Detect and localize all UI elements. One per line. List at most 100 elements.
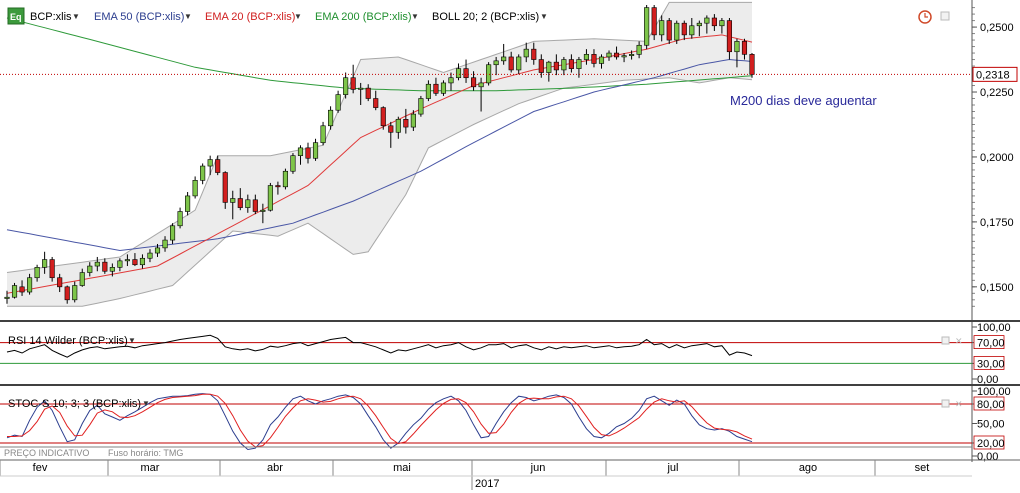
candle xyxy=(644,5,650,50)
legend-symbol[interactable]: BCP:xlis xyxy=(30,11,72,23)
candle xyxy=(109,263,115,277)
month-label: mai xyxy=(393,462,411,474)
month-label: set xyxy=(915,462,930,474)
stoch-maximize-icon[interactable] xyxy=(941,399,950,408)
candle xyxy=(501,43,507,65)
candle xyxy=(636,41,642,59)
last-price-label: 0,2318 xyxy=(976,69,1010,81)
candle xyxy=(343,72,349,99)
candle xyxy=(260,203,266,224)
price-tick-label: 0,2000 xyxy=(980,152,1014,164)
rsi-pane[interactable] xyxy=(0,334,972,364)
ema200-line xyxy=(6,17,753,92)
candle xyxy=(704,15,710,34)
candle xyxy=(222,171,228,209)
candle xyxy=(350,64,356,94)
osc-tick-label: 0,00 xyxy=(977,451,998,463)
price-tick-label: 0,1750 xyxy=(980,217,1014,229)
legend-ema50-dropdown-icon[interactable]: ▼ xyxy=(184,12,192,21)
legend-ema50[interactable]: EMA 50 (BCP:xlis) xyxy=(94,11,184,23)
candle xyxy=(613,46,620,60)
candle xyxy=(598,54,605,69)
chart-annotation: M200 dias deve aguentar xyxy=(730,93,877,108)
candle xyxy=(689,17,695,39)
candle xyxy=(591,49,597,68)
candle xyxy=(425,80,431,102)
candle xyxy=(312,138,319,161)
equity-badge-icon[interactable] xyxy=(7,7,25,25)
candle xyxy=(94,256,100,272)
candle xyxy=(659,15,665,42)
osc-tick-label: 100,00 xyxy=(977,322,1011,334)
legend-boll-dropdown-icon[interactable]: ▼ xyxy=(540,12,548,21)
stoch-d-line xyxy=(7,393,753,448)
bollinger-bands xyxy=(6,1,753,307)
stoch-close-icon[interactable]: ✕ xyxy=(955,399,963,409)
candle xyxy=(290,153,296,174)
month-label: jul xyxy=(666,462,678,474)
candle xyxy=(719,17,725,34)
candle xyxy=(621,53,627,63)
candle xyxy=(185,192,191,216)
rsi-label[interactable]: RSI 14 Wilder (BCP:xlis) xyxy=(8,335,128,347)
candle xyxy=(132,253,138,267)
candle xyxy=(380,106,386,130)
legend-ema20-dropdown-icon[interactable]: ▼ xyxy=(294,12,302,21)
price-axis-labels: 0,2500 0,2250 0,2000 0,1750 0,1500 xyxy=(972,22,1014,294)
bollinger-lower xyxy=(7,77,753,307)
candle xyxy=(531,42,537,65)
candle xyxy=(418,95,424,117)
candle xyxy=(388,121,394,148)
candle xyxy=(192,176,198,199)
candle xyxy=(651,5,657,41)
candle xyxy=(4,290,10,304)
candle xyxy=(11,282,18,299)
candle xyxy=(568,54,574,73)
candle xyxy=(440,80,447,96)
stochastic-pane[interactable] xyxy=(0,393,972,451)
osc-tick-label: 70,00 xyxy=(977,338,1005,350)
time-axis[interactable]: fev mar abr mai jun jul ago set xyxy=(0,460,929,490)
candle xyxy=(606,50,612,61)
osc-level-tag xyxy=(973,396,1005,411)
candle xyxy=(583,49,590,65)
rsi-close-icon[interactable]: ✕ xyxy=(955,336,963,346)
price-tick-label: 0,2500 xyxy=(980,22,1014,34)
candle xyxy=(448,72,454,91)
rsi-line xyxy=(6,334,753,358)
candle xyxy=(19,280,25,296)
candle xyxy=(177,207,183,229)
legend-symbol-dropdown-icon[interactable]: ▼ xyxy=(72,12,80,21)
candle xyxy=(282,168,288,190)
candle xyxy=(433,77,439,96)
stoch-dropdown-icon[interactable]: ▼ xyxy=(142,399,150,408)
legend-ema20[interactable]: EMA 20 (BCP:xlis) xyxy=(205,11,295,23)
stoch-label[interactable]: STOC-S 10; 3; 3 (BCP:xlis) xyxy=(8,398,141,410)
candle xyxy=(410,110,416,131)
legend-boll[interactable]: BOLL 20; 2 (BCP:xlis) xyxy=(432,11,539,23)
rsi-maximize-icon[interactable] xyxy=(941,336,950,345)
maximize-pane-icon[interactable] xyxy=(940,11,950,21)
candle xyxy=(34,264,40,282)
candle xyxy=(478,77,484,112)
candle xyxy=(681,20,687,41)
price-tick-label: 0,2250 xyxy=(980,87,1014,99)
candle xyxy=(711,14,717,31)
osc-tick-label: 30,00 xyxy=(977,358,1005,370)
year-label: 2017 xyxy=(475,478,499,490)
legend-ema200[interactable]: EMA 200 (BCP:xlis) xyxy=(315,11,412,23)
footer-indicative-price: PREÇO INDICATIVO xyxy=(4,448,89,458)
candle xyxy=(493,56,499,76)
candle xyxy=(749,53,755,78)
candle xyxy=(335,90,341,113)
candle xyxy=(463,59,469,83)
legend-ema200-dropdown-icon[interactable]: ▼ xyxy=(411,12,419,21)
osc-tick-label: 0,00 xyxy=(977,374,998,386)
candle xyxy=(523,42,529,63)
candle xyxy=(215,155,221,176)
rsi-dropdown-icon[interactable]: ▼ xyxy=(128,336,136,345)
candle xyxy=(553,54,559,76)
candle xyxy=(169,223,176,244)
